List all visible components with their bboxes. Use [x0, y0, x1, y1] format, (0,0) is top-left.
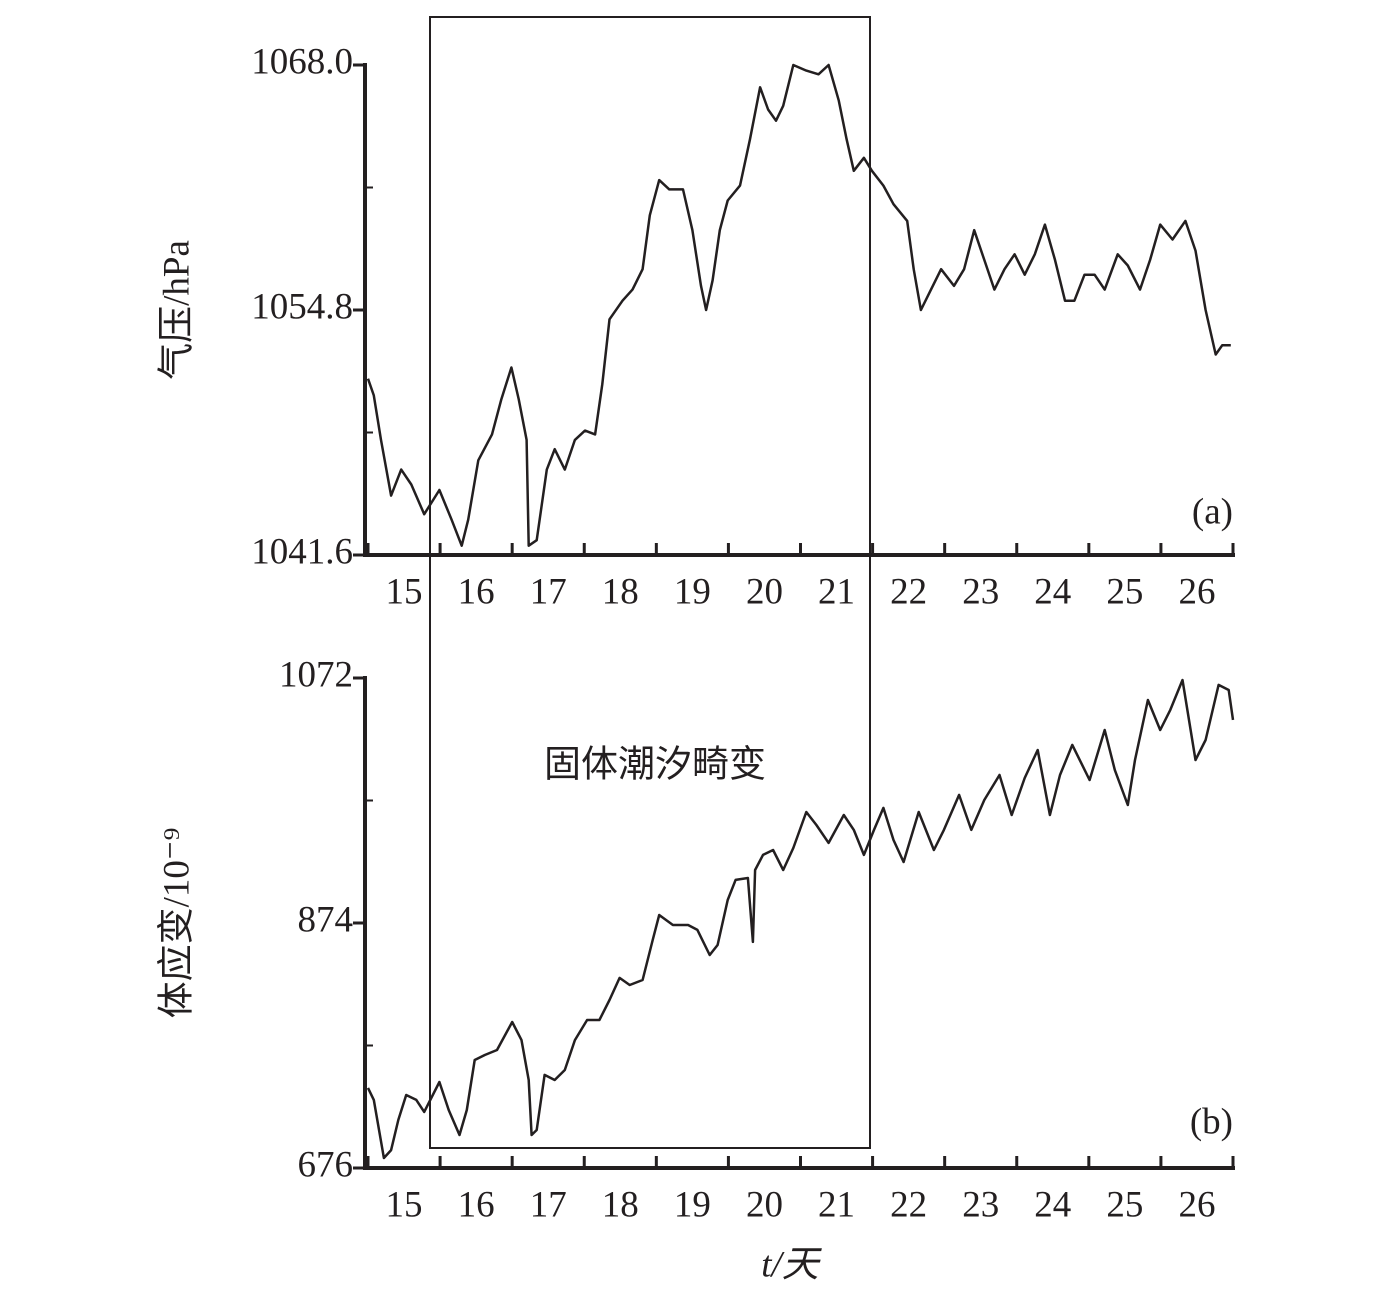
y-tick-label: 874 [298, 899, 354, 940]
x-tick-label: 15 [386, 1184, 423, 1225]
x-tick-label: 15 [386, 571, 423, 612]
x-tick-label: 18 [602, 571, 639, 612]
x-tick-label: 20 [746, 1184, 783, 1225]
x-tick-label: 25 [1106, 571, 1143, 612]
x-tick-label: 24 [1034, 571, 1071, 612]
y-tick-label: 1072 [279, 654, 353, 695]
x-tick-label: 22 [890, 571, 927, 612]
x-tick-label: 25 [1106, 1184, 1143, 1225]
x-tick-label: 17 [530, 571, 567, 612]
x-tick-label: 16 [458, 571, 495, 612]
x-tick-label: 23 [962, 1184, 999, 1225]
y-axis-label: 体应变/10⁻⁹ [155, 828, 197, 1019]
x-axis-label: t/天 [761, 1244, 823, 1285]
x-tick-label: 26 [1178, 1184, 1215, 1225]
x-tick-label: 20 [746, 571, 783, 612]
highlight-box [429, 16, 871, 1149]
x-tick-label: 22 [890, 1184, 927, 1225]
panel-label: (b) [1190, 1101, 1233, 1142]
x-tick-label: 19 [674, 1184, 711, 1225]
x-tick-label: 24 [1034, 1184, 1071, 1225]
x-tick-label: 19 [674, 571, 711, 612]
x-tick-label: 23 [962, 571, 999, 612]
x-tick-label: 16 [458, 1184, 495, 1225]
panel-label: (a) [1192, 491, 1233, 532]
y-axis-label: 气压/hPa [155, 240, 197, 380]
x-tick-label: 18 [602, 1184, 639, 1225]
y-tick-label: 1054.8 [251, 286, 353, 327]
x-tick-label: 26 [1178, 571, 1215, 612]
x-tick-label: 21 [818, 1184, 855, 1225]
y-tick-label: 1041.6 [251, 531, 353, 572]
y-tick-label: 676 [298, 1144, 354, 1185]
y-tick-label: 1068.0 [251, 41, 353, 82]
data-line [366, 63, 1231, 547]
x-tick-label: 17 [530, 1184, 567, 1225]
annotation: 固体潮汐畸变 [544, 743, 766, 785]
data-line [366, 678, 1235, 1160]
x-tick-label: 21 [818, 571, 855, 612]
